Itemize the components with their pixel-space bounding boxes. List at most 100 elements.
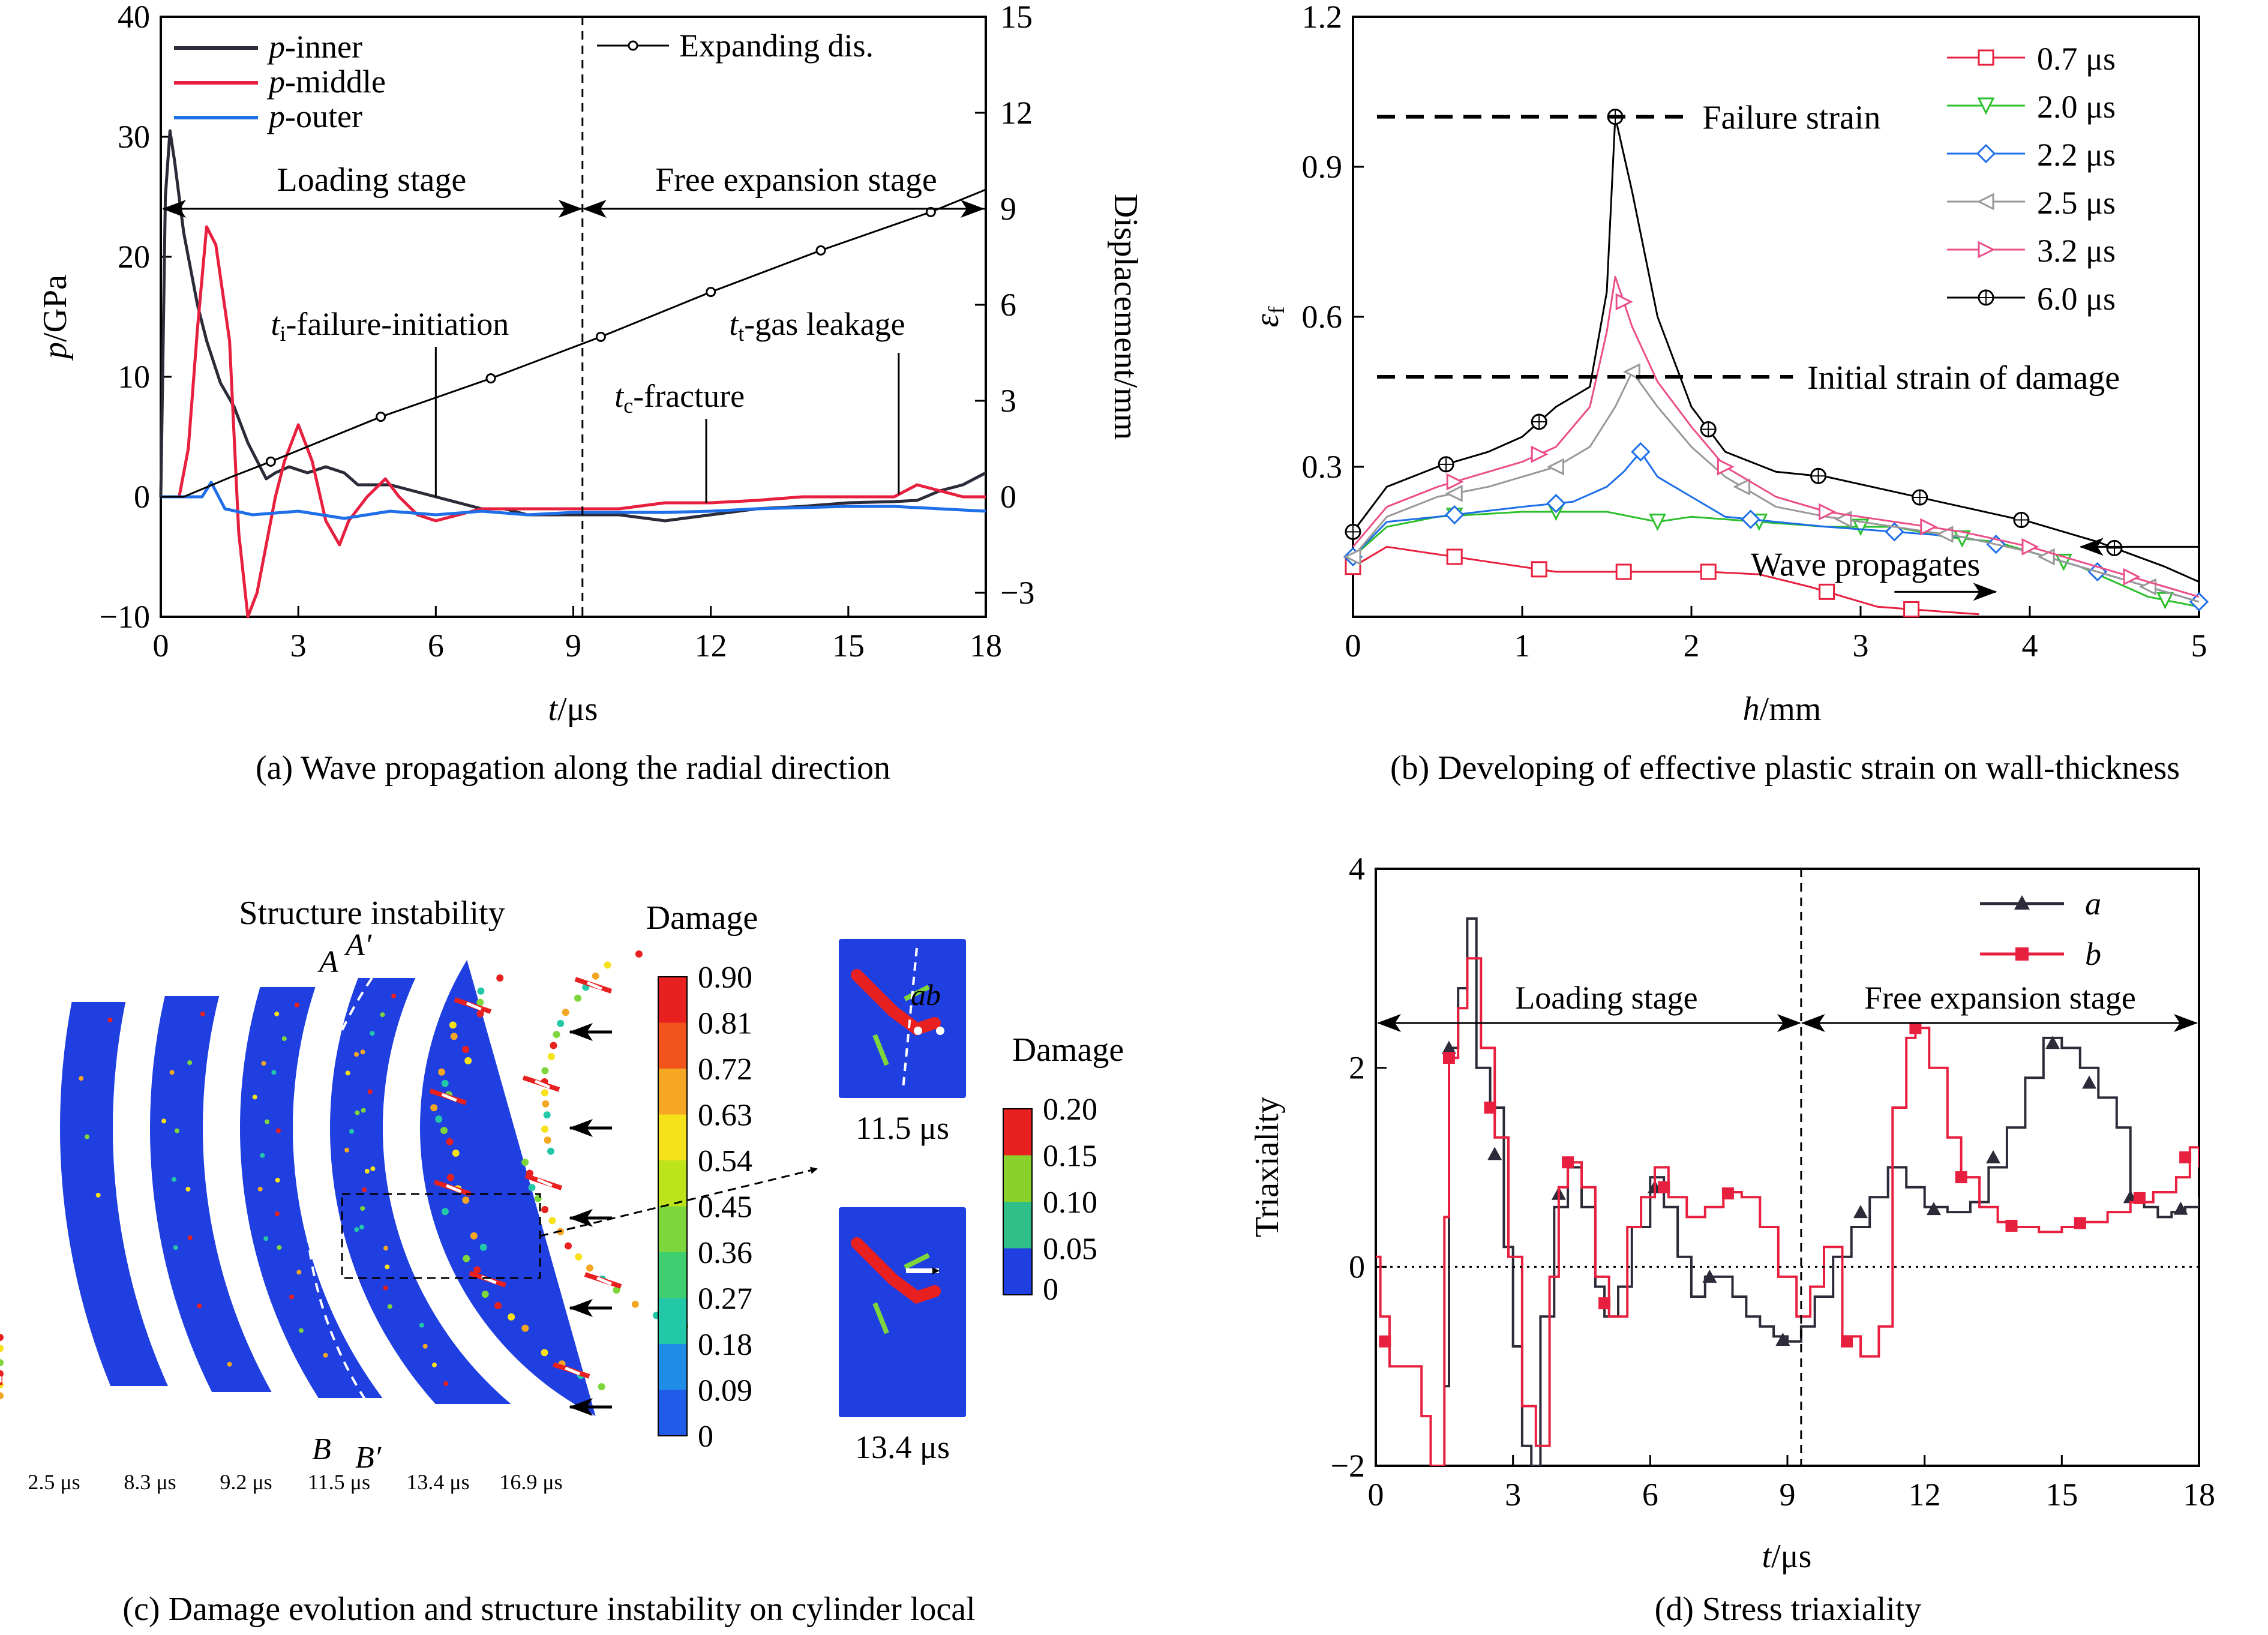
damage-spot (265, 1119, 270, 1124)
y2-tick-label: 15 (1000, 0, 1033, 35)
marker-square (1531, 561, 1547, 578)
colorbar-frame (658, 976, 688, 1436)
marker-diamond (1445, 505, 1465, 525)
crack-gap (536, 1178, 553, 1187)
hline-label-0: Failure strain (1702, 100, 1880, 137)
damage-spot (271, 1070, 277, 1075)
x-tick-label: 0 (153, 628, 169, 664)
panel-a-annotations: Loading stage Free expansion stage ti-fail… (162, 17, 985, 617)
loading-stage-label: Loading stage (277, 161, 467, 199)
damage-spot (494, 1302, 502, 1309)
zoom-damage-1 (872, 1253, 930, 1334)
damage-spot (387, 1304, 392, 1309)
damage-spot (541, 1206, 549, 1213)
marker-tri-right (1615, 293, 1633, 311)
damage-spot (257, 1186, 263, 1192)
series-line-6.0 μs (1352, 116, 2200, 583)
legend-label-outer: p-outer (266, 98, 362, 134)
legend-label-b: b (2085, 936, 2101, 972)
damage-spot (541, 1067, 549, 1075)
y-tick-label: 0.6 (1302, 299, 1343, 335)
panel-c-arcs (0, 950, 689, 1416)
damage-spot (550, 1042, 557, 1049)
legend-marker-expanding (628, 40, 638, 51)
damage-spot (481, 1291, 489, 1298)
damage-spot (477, 987, 485, 995)
damage-spot (298, 1328, 304, 1333)
colorbar-tick: 0.54 (698, 1144, 752, 1178)
colorbar2-tick: 0.10 (1043, 1186, 1097, 1220)
panel-a-ylabel: p/GPa (37, 275, 74, 361)
annotation-i: ti-failure-initiation (271, 306, 509, 346)
panel-d-annotations: Loading stage Free expansion stage (1376, 869, 2199, 1466)
colorbar-main: Damage0.900.810.720.630.540.450.360.270.… (646, 899, 758, 1454)
damage-spot (565, 1242, 572, 1250)
marker-tri-left (1733, 478, 1751, 496)
series-line-b (1376, 957, 2199, 1466)
marker-square (1615, 563, 1632, 580)
y-tick-label: 10 (118, 359, 150, 395)
y-tick-label: 0.3 (1302, 449, 1343, 485)
damage-spot (175, 1128, 179, 1133)
marker-tri-right (1717, 458, 1735, 476)
marker-diamond (1546, 493, 1566, 514)
series-line-a (1444, 917, 2199, 1466)
damage-spot (470, 1232, 478, 1240)
damage-spot (383, 1246, 388, 1251)
panel-a-legend: p-inner p-middle p-outer Expanding dis. (174, 28, 874, 134)
crack-gap (535, 1079, 550, 1089)
damage-spot (450, 1033, 458, 1040)
marker-circle-plus-cross (2014, 512, 2029, 527)
marker-circle-plus-cross (1912, 490, 1927, 505)
panel-d-series (1376, 917, 2199, 1466)
marker-diamond (1885, 522, 1904, 542)
marker-circle-plus-cross (1346, 524, 1360, 539)
expanding-dis-marker (706, 287, 716, 298)
damage-spot (354, 1052, 359, 1057)
legend-label-1: 2.0 μs (2037, 89, 2116, 125)
marker-circle-plus-cross (1532, 415, 1547, 429)
damage-spot (367, 1089, 373, 1094)
marker-circle-plus-cross (1439, 457, 1454, 472)
damage-spot (548, 1217, 556, 1225)
x-tick-label: 15 (832, 628, 865, 664)
damage-spot (370, 1166, 376, 1171)
marker-circle-plus-cross (1701, 422, 1716, 437)
colorbar2-tick: 0.15 (1043, 1139, 1097, 1174)
free-expansion-label: Free expansion stage (655, 161, 937, 199)
wave-label: Wave propagates (1751, 546, 1981, 583)
damage-spot (574, 994, 581, 1002)
legend-marker-5-cross (1979, 290, 1993, 305)
marker-a (1775, 1332, 1790, 1346)
x-tick-label: 9 (1780, 1477, 1796, 1513)
damage-spot (542, 1100, 550, 1108)
colorbar-tick: 0.18 (698, 1328, 752, 1362)
damage-spot (385, 1264, 390, 1270)
panel-c-zoom-views: 11.5 μs 13.4 μs ab (839, 939, 966, 1465)
colorbar2-segment (1003, 1248, 1032, 1295)
damage-spot (479, 1243, 487, 1251)
colorbar-segment (658, 1160, 687, 1207)
zoom-crack-0 (851, 969, 941, 1036)
panel-b-ticks: 0 1 2 3 4 50.30.60.91.20 (1302, 0, 2207, 664)
damage-spot (441, 1208, 449, 1216)
marker-tri-right (1531, 445, 1549, 463)
marker-b (1841, 1335, 1853, 1348)
series-line-p-outer (161, 481, 986, 520)
damage-spot (0, 1345, 4, 1352)
marker-b (2074, 1217, 2086, 1229)
marker-a (1853, 1205, 1868, 1219)
legend-marker-b (2015, 947, 2029, 961)
colorbar-tick: 0.72 (698, 1052, 752, 1087)
marker-tri-right (2021, 538, 2039, 556)
time-label-1: 8.3 μs (124, 1470, 176, 1494)
loading-stage-label: Loading stage (1515, 980, 1697, 1016)
colorbar-segment (658, 1114, 687, 1161)
damage-spot (197, 1303, 202, 1309)
damage-spot (296, 1270, 302, 1275)
y-tick-label: 1.2 (1302, 0, 1343, 35)
panel-c: Structure instability 2.5 μs 8.3 μs 9.2 μs… (0, 895, 1124, 1494)
damage-spot (323, 1352, 328, 1358)
damage-spot (383, 1285, 388, 1291)
